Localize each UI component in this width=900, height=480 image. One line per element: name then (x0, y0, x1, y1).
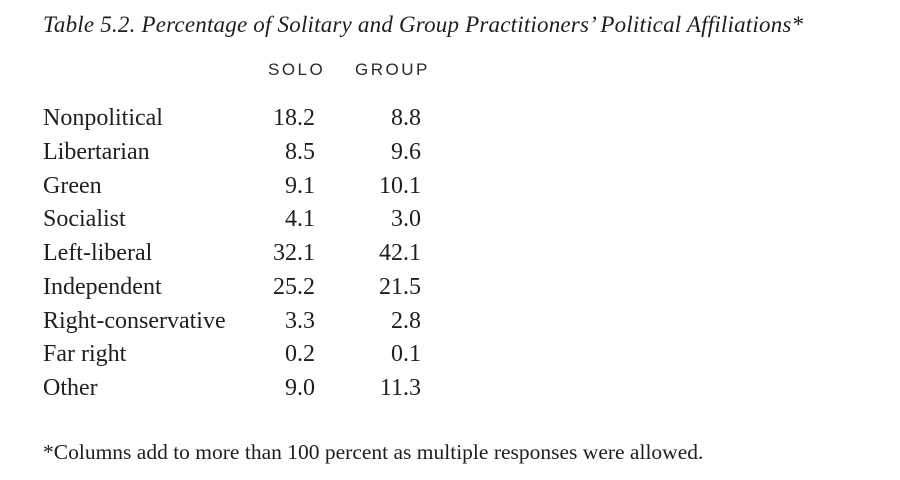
solo-value: 4.1 (285, 206, 315, 233)
group-value: 9.6 (391, 138, 421, 165)
column-header-row: SOLO GROUP (0, 60, 900, 84)
row-label: Left-liberal (43, 240, 153, 266)
table-title: Table 5.2. Percentage of Solitary and Gr… (43, 12, 804, 37)
table-footnote: *Columns add to more than 100 percent as… (43, 440, 704, 464)
table-row: Green 9.1 10.1 (43, 170, 421, 204)
group-value: 0.1 (391, 341, 421, 368)
row-label: Right-conservative (43, 307, 226, 334)
table-row: Nonpolitical 18.2 8.8 (43, 102, 421, 136)
row-label: Far right (43, 341, 127, 368)
table-row: Socialist 4.1 3.0 (43, 203, 421, 237)
table-row: Independent 25.2 21.5 (43, 271, 421, 305)
column-header-group: GROUP (355, 60, 430, 79)
table-row: Right-conservative 3.3 2.8 (43, 305, 421, 339)
row-label: Other (43, 375, 98, 401)
group-value: 42.1 (379, 240, 421, 266)
group-value: 11.3 (379, 375, 421, 401)
column-header-solo: SOLO (268, 60, 326, 79)
solo-value: 18.2 (273, 105, 315, 131)
solo-value: 3.3 (285, 307, 315, 334)
table-body: Nonpolitical 18.2 8.8 Libertarian 8.5 9.… (43, 102, 421, 406)
group-value: 21.5 (379, 273, 421, 300)
solo-value: 9.1 (285, 172, 315, 199)
solo-value: 0.2 (285, 341, 315, 368)
solo-value: 25.2 (273, 273, 315, 300)
group-value: 2.8 (391, 307, 421, 334)
group-value: 8.8 (391, 105, 421, 131)
row-label: Socialist (43, 206, 126, 233)
group-value: 10.1 (379, 172, 421, 199)
table-row: Libertarian 8.5 9.6 (43, 136, 421, 170)
row-label: Green (43, 172, 102, 199)
table-row: Far right 0.2 0.1 (43, 338, 421, 372)
table-row: Other 9.0 11.3 (43, 372, 421, 406)
row-label: Independent (43, 273, 162, 300)
group-value: 3.0 (391, 206, 421, 233)
row-label: Libertarian (43, 138, 150, 165)
row-label: Nonpolitical (43, 105, 163, 131)
solo-value: 8.5 (285, 138, 315, 165)
solo-value: 9.0 (285, 375, 315, 401)
table-row: Left-liberal 32.1 42.1 (43, 237, 421, 271)
solo-value: 32.1 (273, 240, 315, 266)
